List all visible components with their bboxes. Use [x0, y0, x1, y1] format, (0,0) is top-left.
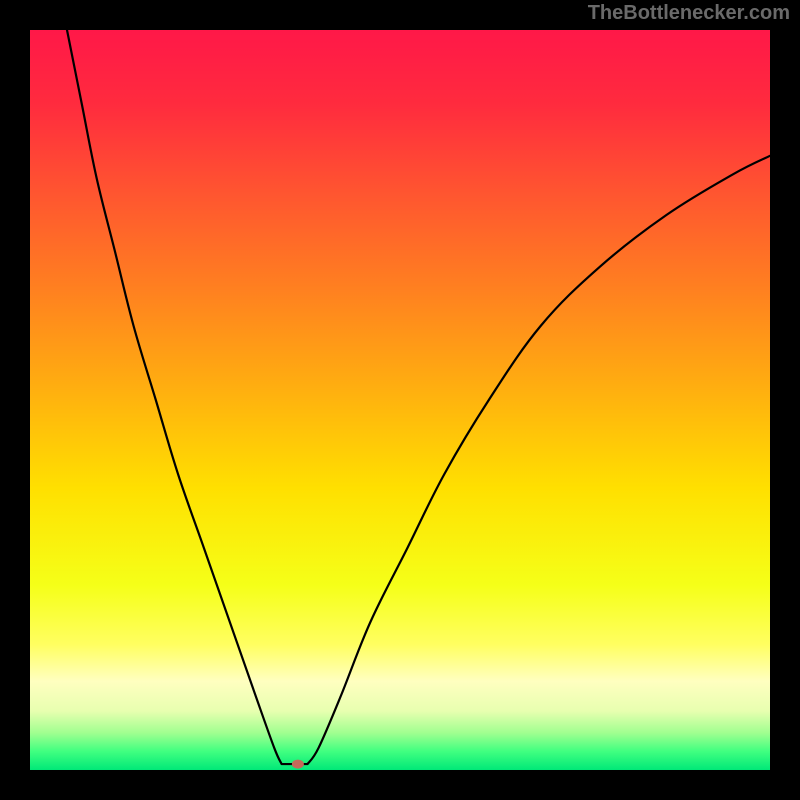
watermark-text: TheBottlenecker.com	[588, 2, 790, 25]
marker-layer	[0, 0, 800, 800]
optimal-point-marker	[292, 760, 304, 769]
